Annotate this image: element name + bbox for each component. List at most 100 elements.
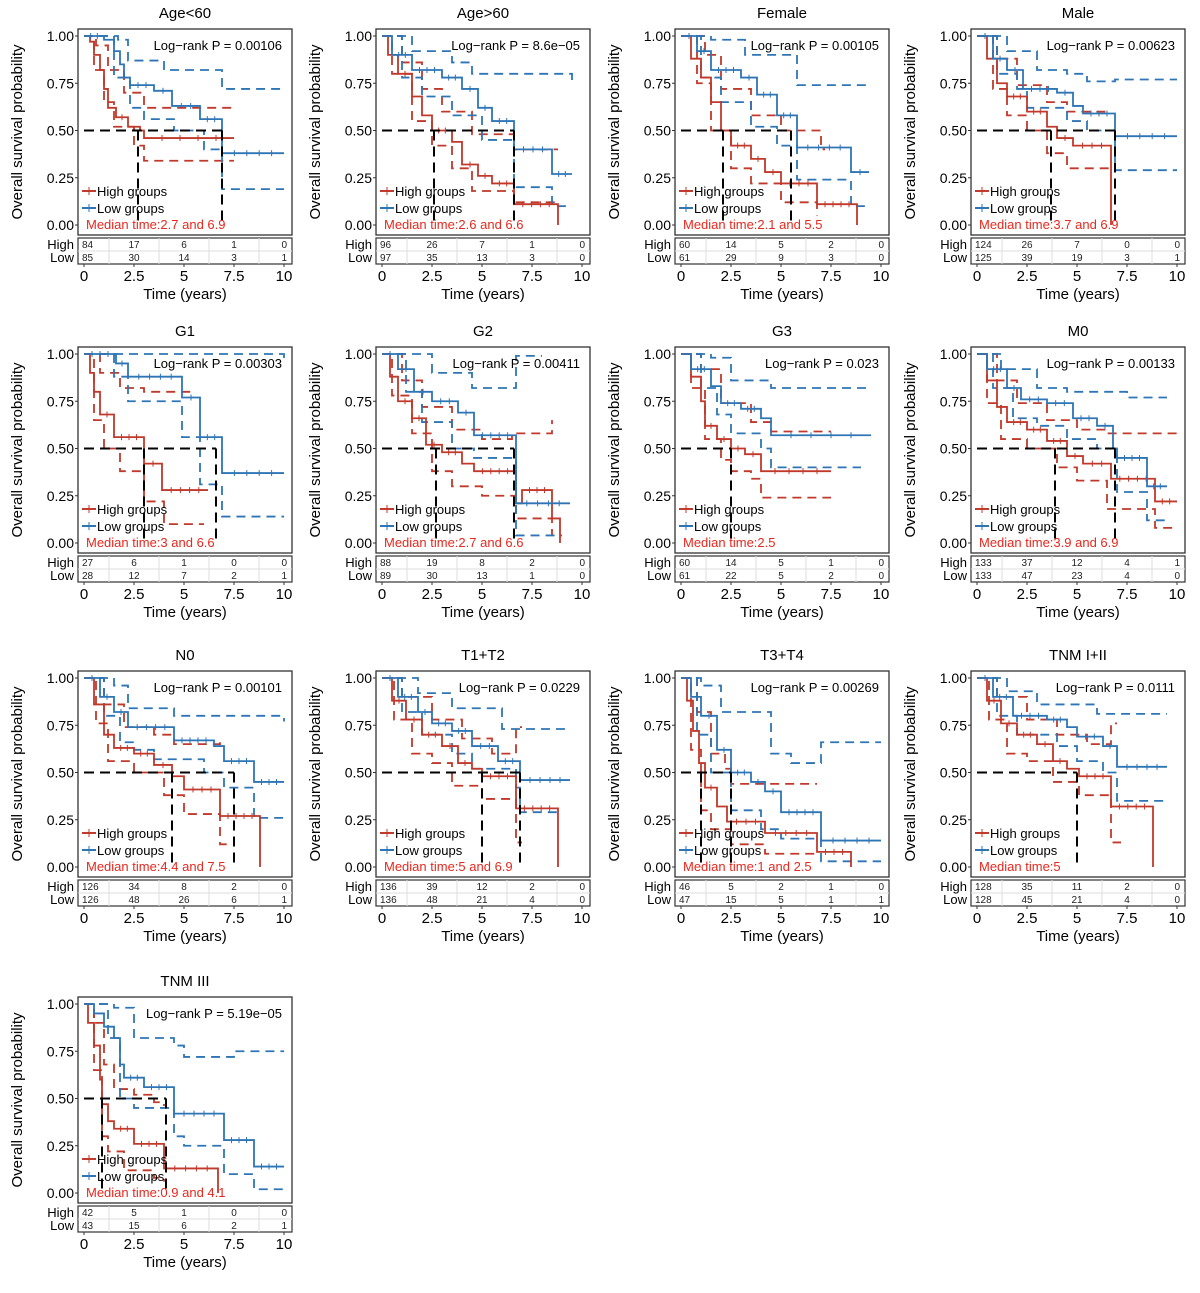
- x-tick-label: 7.5: [821, 586, 842, 603]
- low-survival-curve: [84, 35, 284, 155]
- legend-high-label: High groups: [990, 502, 1061, 517]
- risk-count-low: 14: [178, 253, 190, 264]
- risk-count-high: 124: [975, 240, 992, 251]
- y-axis-label: Overall survival probability: [307, 362, 324, 538]
- risk-count-high: 6: [131, 558, 137, 569]
- y-tick-label: 0.25: [940, 812, 967, 828]
- risk-count-low: 1: [1174, 253, 1180, 264]
- risk-count-high: 0: [281, 558, 287, 569]
- km-chart-svg: N0 Overall survival probability 0.00 0.25 0.…: [9, 647, 293, 945]
- y-tick-label: 0.00: [940, 535, 967, 551]
- y-tick-label: 0.75: [47, 75, 74, 91]
- km-panel-female: Female Overall survival probability 0.00 0.…: [597, 0, 897, 320]
- risk-count-high: 14: [725, 240, 737, 251]
- y-tick-label: 0.75: [940, 393, 967, 409]
- risk-count-low: 85: [82, 253, 94, 264]
- km-chart-svg: T1+T2 Overall survival probability 0.00 0.2…: [307, 647, 591, 945]
- risk-row-label-low: Low: [50, 892, 74, 907]
- x-axis-label: Time (years): [1036, 928, 1120, 945]
- x-tick-label: 7.5: [1117, 586, 1138, 603]
- risk-count-low: 0: [878, 571, 884, 582]
- x-tick-label: 10: [1169, 586, 1186, 603]
- risk-count-low: 6: [181, 1221, 187, 1232]
- low-ci-upper: [382, 353, 542, 389]
- legend-high-label: High groups: [694, 826, 765, 841]
- x-axis-label: Time (years): [143, 604, 227, 621]
- risk-count-low: 4: [1124, 895, 1130, 906]
- risk-row-label-high: High: [345, 879, 372, 894]
- legend-high-label: High groups: [395, 184, 466, 199]
- risk-count-low: 9: [778, 253, 784, 264]
- x-tick-label: 7.5: [1117, 268, 1138, 285]
- low-ci-lower: [84, 677, 284, 819]
- y-tick-label: 0.75: [940, 75, 967, 91]
- risk-row-label-high: High: [644, 879, 671, 894]
- median-time-text: Median time:2.5: [683, 535, 776, 550]
- risk-row-label-high: High: [644, 555, 671, 570]
- low-ci-upper: [84, 1003, 284, 1058]
- risk-count-low: 3: [1124, 253, 1130, 264]
- y-axis-label: Overall survival probability: [902, 44, 919, 220]
- risk-row-label-low: Low: [647, 250, 671, 265]
- x-axis-label: Time (years): [441, 286, 525, 303]
- x-axis-label: Time (years): [740, 604, 824, 621]
- x-tick-label: 10: [574, 268, 591, 285]
- median-time-text: Median time:3 and 6.6: [86, 535, 215, 550]
- risk-count-low: 48: [128, 895, 140, 906]
- panel-title: Age>60: [457, 5, 509, 22]
- low-ci-lower: [84, 353, 284, 518]
- risk-count-low: 22: [725, 571, 737, 582]
- x-tick-label: 5: [478, 586, 486, 603]
- risk-count-high: 96: [380, 240, 392, 251]
- risk-count-low: 47: [1021, 571, 1033, 582]
- risk-count-high: 133: [975, 558, 992, 569]
- risk-row-label-low: Low: [943, 568, 967, 583]
- risk-count-low: 3: [231, 253, 237, 264]
- high-ci-lower: [681, 353, 831, 499]
- x-tick-label: 0: [80, 268, 88, 285]
- risk-count-low: 4: [529, 895, 535, 906]
- x-tick-label: 5: [777, 910, 785, 927]
- km-chart-svg: T3+T4 Overall survival probability 0.00 0.2…: [606, 647, 890, 945]
- high-ci-lower: [84, 35, 234, 162]
- median-time-text: Median time:1 and 2.5: [683, 859, 812, 874]
- logrank-pvalue: Log−rank P = 0.0229: [459, 680, 580, 695]
- y-tick-label: 1.00: [345, 670, 372, 686]
- x-tick-label: 0: [973, 268, 981, 285]
- x-tick-label: 2.5: [124, 586, 145, 603]
- y-tick-label: 0.75: [345, 717, 372, 733]
- y-tick-label: 0.50: [47, 123, 74, 139]
- x-tick-label: 10: [574, 910, 591, 927]
- y-axis-label: Overall survival probability: [902, 362, 919, 538]
- y-tick-label: 0.50: [47, 765, 74, 781]
- median-time-text: Median time:0.9 and 4.1: [86, 1185, 225, 1200]
- km-panel-age-60: Age>60 Overall survival probability 0.00 0.…: [298, 0, 598, 320]
- x-tick-label: 7.5: [821, 910, 842, 927]
- risk-count-low: 3: [529, 253, 535, 264]
- y-tick-label: 0.75: [644, 75, 671, 91]
- y-tick-label: 0.50: [345, 441, 372, 457]
- median-time-text: Median time:5: [979, 859, 1061, 874]
- risk-row-label-low: Low: [943, 892, 967, 907]
- low-survival-curve: [681, 677, 881, 842]
- panel-title: Age<60: [159, 5, 211, 22]
- logrank-pvalue: Log−rank P = 0.023: [765, 356, 879, 371]
- risk-count-low: 47: [679, 895, 691, 906]
- km-panel-m0: M0 Overall survival probability 0.00 0.25 0.…: [893, 318, 1193, 638]
- x-tick-label: 7.5: [522, 910, 543, 927]
- high-ci-lower: [84, 353, 204, 525]
- x-tick-label: 5: [180, 1236, 188, 1253]
- risk-count-high: 5: [728, 882, 734, 893]
- risk-count-high: 2: [529, 558, 535, 569]
- low-survival-curve: [977, 353, 1167, 488]
- risk-count-high: 34: [128, 882, 140, 893]
- risk-count-high: 0: [878, 882, 884, 893]
- logrank-pvalue: Log−rank P = 0.0111: [1056, 680, 1175, 695]
- risk-row-label-low: Low: [348, 568, 372, 583]
- risk-count-high: 26: [1021, 240, 1033, 251]
- risk-count-high: 0: [281, 882, 287, 893]
- y-axis-label: Overall survival probability: [606, 362, 623, 538]
- risk-count-low: 1: [281, 895, 287, 906]
- y-tick-label: 0.25: [940, 170, 967, 186]
- risk-count-low: 5: [778, 571, 784, 582]
